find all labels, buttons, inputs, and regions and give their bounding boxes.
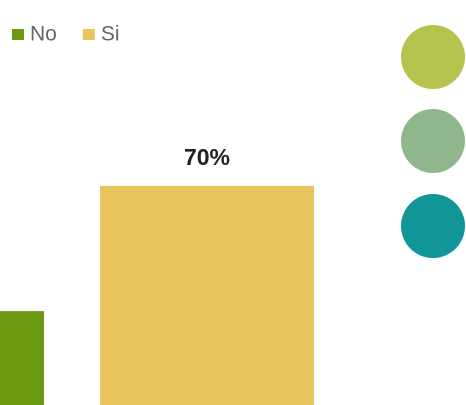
legend-label: Si: [101, 23, 120, 46]
legend-swatch: [82, 29, 95, 40]
data-label: 70%: [184, 144, 230, 170]
bar: [100, 185, 314, 405]
legend-swatch: [12, 29, 24, 40]
decor-circle: [401, 109, 465, 173]
decor-circle: [401, 194, 465, 258]
decor-circle: [401, 25, 465, 89]
bar: [0, 311, 44, 405]
legend-label: No: [30, 23, 57, 46]
